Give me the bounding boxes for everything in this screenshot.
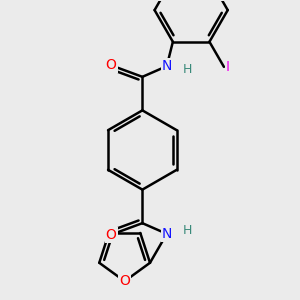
Text: H: H xyxy=(183,63,192,76)
Text: I: I xyxy=(226,60,230,74)
Text: N: N xyxy=(162,227,172,241)
Text: O: O xyxy=(119,274,130,288)
Text: O: O xyxy=(106,228,117,242)
Text: O: O xyxy=(106,58,117,72)
Text: N: N xyxy=(162,59,172,73)
Text: H: H xyxy=(183,224,192,237)
